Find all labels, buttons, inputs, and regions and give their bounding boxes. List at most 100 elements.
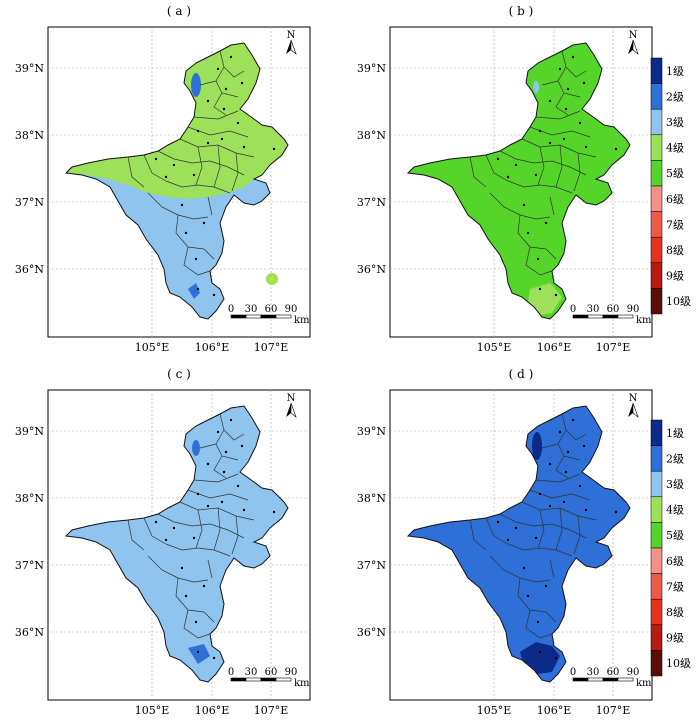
site-dot bbox=[220, 500, 224, 504]
site-dot bbox=[522, 566, 526, 570]
map-zone-patch bbox=[533, 81, 539, 93]
site-dot bbox=[272, 147, 276, 151]
map-zone-patch bbox=[192, 440, 200, 456]
legend-swatch bbox=[650, 160, 663, 187]
site-dot bbox=[578, 121, 582, 125]
scale-unit: km bbox=[294, 678, 310, 689]
county-boundary bbox=[561, 50, 587, 78]
site-dot bbox=[236, 484, 240, 488]
site-dot bbox=[180, 203, 184, 207]
site-dot bbox=[536, 620, 540, 624]
site-dot bbox=[544, 584, 548, 588]
site-dot bbox=[548, 504, 552, 508]
site-dot bbox=[242, 508, 246, 512]
lon-tick-label: 105°E bbox=[477, 704, 512, 717]
map-zone bbox=[66, 406, 288, 682]
legend-swatch bbox=[650, 650, 663, 677]
map-zone bbox=[66, 173, 270, 319]
county-boundary bbox=[541, 443, 559, 449]
site-dot bbox=[614, 147, 618, 151]
scale-unit: km bbox=[636, 678, 652, 689]
scale-tick-label: 60 bbox=[607, 667, 620, 678]
county-boundary bbox=[231, 515, 239, 555]
site-dot bbox=[222, 470, 226, 474]
scale-tick-label: 30 bbox=[245, 667, 258, 678]
county-boundary bbox=[555, 507, 563, 551]
site-dot bbox=[584, 145, 588, 149]
site-dot bbox=[522, 203, 526, 207]
county-boundary bbox=[573, 152, 581, 192]
scale-tick-label: 90 bbox=[285, 304, 298, 315]
lat-tick-label: 38°N bbox=[15, 129, 44, 142]
scale-tick-label: 30 bbox=[245, 304, 258, 315]
legend-swatch bbox=[650, 445, 663, 472]
legend-swatch bbox=[650, 522, 663, 549]
legend: 1级 2级 3级 4级 5级 6级 7级 8级 9级 10级 bbox=[650, 57, 691, 315]
county-boundary bbox=[207, 196, 213, 216]
county-boundary bbox=[525, 609, 553, 639]
county-boundary bbox=[193, 110, 239, 120]
lat-tick-label: 37°N bbox=[357, 559, 386, 572]
county-boundary bbox=[545, 248, 557, 260]
county-boundary bbox=[507, 543, 573, 557]
north-arrow-label: N bbox=[629, 30, 638, 41]
county-boundary bbox=[183, 246, 211, 276]
legend-label: 1级 bbox=[666, 427, 684, 440]
site-dot bbox=[544, 221, 548, 225]
county-boundary bbox=[207, 559, 213, 579]
county-boundary bbox=[517, 577, 547, 613]
site-dot bbox=[548, 141, 552, 145]
panel-title: ( a ) bbox=[167, 4, 191, 18]
legend-swatch bbox=[650, 573, 663, 600]
site-dot bbox=[240, 444, 244, 448]
county-boundary bbox=[165, 180, 231, 194]
legend-swatch bbox=[650, 185, 663, 212]
county-boundary bbox=[561, 413, 587, 441]
site-dot bbox=[224, 450, 228, 454]
legend-swatch bbox=[650, 288, 663, 315]
county-boundary bbox=[195, 146, 203, 186]
lat-tick-label: 38°N bbox=[15, 492, 44, 505]
site-dot bbox=[582, 81, 586, 85]
county-boundary bbox=[469, 156, 487, 188]
site-dot bbox=[194, 257, 198, 261]
province-boundary bbox=[64, 405, 289, 683]
site-dot bbox=[196, 129, 200, 133]
county-boundary bbox=[507, 180, 573, 194]
site-dot bbox=[206, 141, 210, 145]
site-dot bbox=[571, 418, 575, 422]
site-dot bbox=[164, 175, 168, 179]
lat-tick-label: 37°N bbox=[357, 196, 386, 209]
county-boundary bbox=[485, 154, 509, 182]
scale-unit: km bbox=[294, 315, 310, 326]
county-boundary bbox=[213, 92, 227, 116]
site-dot bbox=[564, 107, 568, 111]
scale-tick-label: 30 bbox=[587, 667, 600, 678]
county-boundary bbox=[573, 515, 581, 555]
site-dot bbox=[212, 656, 216, 660]
site-dot bbox=[578, 484, 582, 488]
county-boundary bbox=[203, 248, 215, 260]
legend-swatch bbox=[650, 624, 663, 651]
scale-tick-label: 60 bbox=[265, 667, 278, 678]
scale-tick-label: 90 bbox=[285, 667, 298, 678]
lon-tick-label: 105°E bbox=[135, 341, 170, 354]
site-dot bbox=[192, 536, 196, 540]
county-boundary bbox=[175, 577, 205, 613]
lat-tick-label: 39°N bbox=[15, 425, 44, 438]
site-dot bbox=[526, 231, 530, 235]
scale-tick-label: 0 bbox=[228, 667, 234, 678]
site-dot bbox=[196, 287, 200, 291]
county-boundary bbox=[535, 473, 581, 483]
lon-tick-label: 107°E bbox=[596, 704, 631, 717]
lat-tick-label: 36°N bbox=[15, 626, 44, 639]
site-dot bbox=[562, 137, 566, 141]
county-boundary bbox=[215, 429, 239, 461]
north-arrow-icon: N bbox=[628, 393, 639, 418]
lat-tick-label: 37°N bbox=[15, 559, 44, 572]
site-dot bbox=[229, 418, 233, 422]
legend-label: 4级 bbox=[666, 504, 684, 517]
county-boundary bbox=[127, 156, 145, 188]
site-dot bbox=[202, 221, 206, 225]
county-boundary bbox=[199, 80, 217, 86]
